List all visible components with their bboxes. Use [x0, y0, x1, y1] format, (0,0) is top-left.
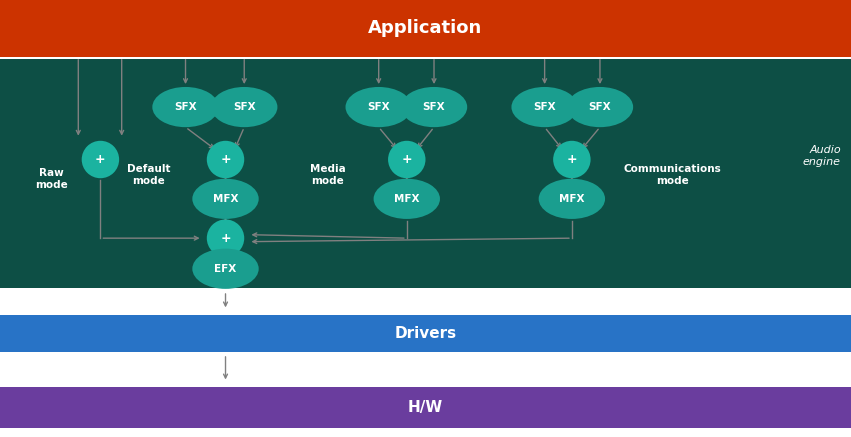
Ellipse shape: [192, 249, 259, 289]
Text: SFX: SFX: [589, 102, 611, 112]
Text: +: +: [567, 153, 577, 166]
Ellipse shape: [207, 141, 244, 178]
Ellipse shape: [346, 87, 412, 127]
Ellipse shape: [553, 141, 591, 178]
Text: Default
mode: Default mode: [127, 164, 171, 186]
Text: MFX: MFX: [559, 194, 585, 204]
Text: +: +: [220, 153, 231, 166]
Ellipse shape: [388, 141, 426, 178]
Ellipse shape: [374, 179, 440, 219]
Text: MFX: MFX: [394, 194, 420, 204]
Text: SFX: SFX: [174, 102, 197, 112]
Text: SFX: SFX: [534, 102, 556, 112]
Ellipse shape: [539, 179, 605, 219]
FancyBboxPatch shape: [0, 387, 851, 428]
Ellipse shape: [192, 179, 259, 219]
Text: Media
mode: Media mode: [310, 164, 346, 186]
Text: +: +: [220, 232, 231, 245]
FancyBboxPatch shape: [0, 59, 851, 288]
Text: Audio
engine: Audio engine: [802, 146, 841, 167]
Text: SFX: SFX: [233, 102, 255, 112]
Text: SFX: SFX: [368, 102, 390, 112]
Ellipse shape: [567, 87, 633, 127]
Text: Application: Application: [368, 19, 483, 38]
FancyBboxPatch shape: [0, 315, 851, 352]
Ellipse shape: [211, 87, 277, 127]
FancyBboxPatch shape: [0, 0, 851, 57]
Text: Drivers: Drivers: [394, 326, 457, 341]
Ellipse shape: [152, 87, 219, 127]
Text: MFX: MFX: [213, 194, 238, 204]
Ellipse shape: [401, 87, 467, 127]
Ellipse shape: [511, 87, 578, 127]
Ellipse shape: [82, 141, 119, 178]
Text: Communications
mode: Communications mode: [624, 164, 721, 186]
Ellipse shape: [207, 219, 244, 257]
Text: +: +: [402, 153, 412, 166]
Text: EFX: EFX: [214, 264, 237, 274]
Text: +: +: [95, 153, 106, 166]
Text: Raw
mode: Raw mode: [35, 168, 67, 190]
Text: SFX: SFX: [423, 102, 445, 112]
Text: H/W: H/W: [408, 400, 443, 415]
